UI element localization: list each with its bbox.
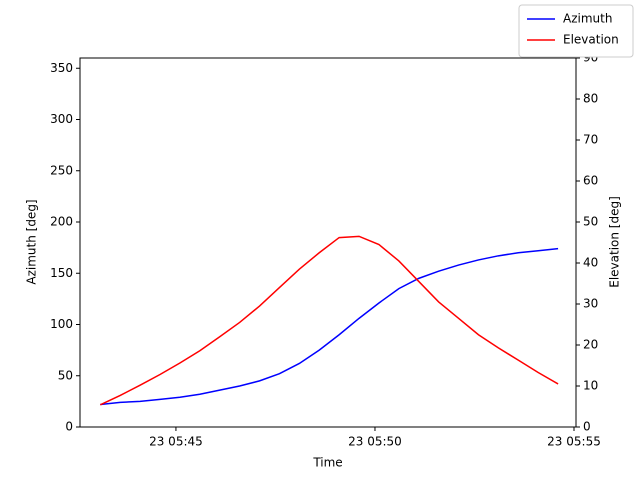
y2-tick-label: 80 (583, 92, 598, 106)
y2-tick-label: 70 (583, 133, 598, 147)
legend: Azimuth Elevation (518, 4, 634, 58)
y-tick-label: 0 (65, 420, 73, 434)
legend-box (518, 4, 634, 58)
y2-tick-label: 20 (583, 338, 598, 352)
y-tick-label: 350 (50, 61, 73, 75)
legend-label: Azimuth (563, 12, 612, 26)
y-tick-label: 300 (50, 112, 73, 126)
series-line (100, 247, 559, 406)
y-tick-label: 150 (50, 266, 73, 280)
y-tick-label: 250 (50, 163, 73, 177)
series-line (99, 235, 559, 406)
y2-tick-label: 50 (583, 215, 598, 229)
legend-label: Elevation (563, 33, 619, 47)
y2-tick-label: 40 (583, 256, 598, 270)
y-tick-label: 200 (50, 215, 73, 229)
y-tick-label: 100 (50, 317, 73, 331)
x-tick-label: 23 05:50 (348, 435, 402, 449)
y2-tick-label: 10 (583, 379, 598, 393)
y2-tick-label: 60 (583, 174, 598, 188)
plot-frame (79, 57, 577, 428)
y2-tick-label: 0 (583, 420, 591, 434)
y-tick-label: 50 (58, 368, 73, 382)
y2-tick-label: 30 (583, 297, 598, 311)
y2-axis-label: Elevation [deg] (608, 196, 622, 288)
y-axis-label: Azimuth [deg] (25, 199, 39, 284)
x-axis-label: Time (312, 456, 342, 470)
x-tick-label: 23 05:55 (547, 435, 601, 449)
x-tick-label: 23 05:45 (149, 435, 203, 449)
